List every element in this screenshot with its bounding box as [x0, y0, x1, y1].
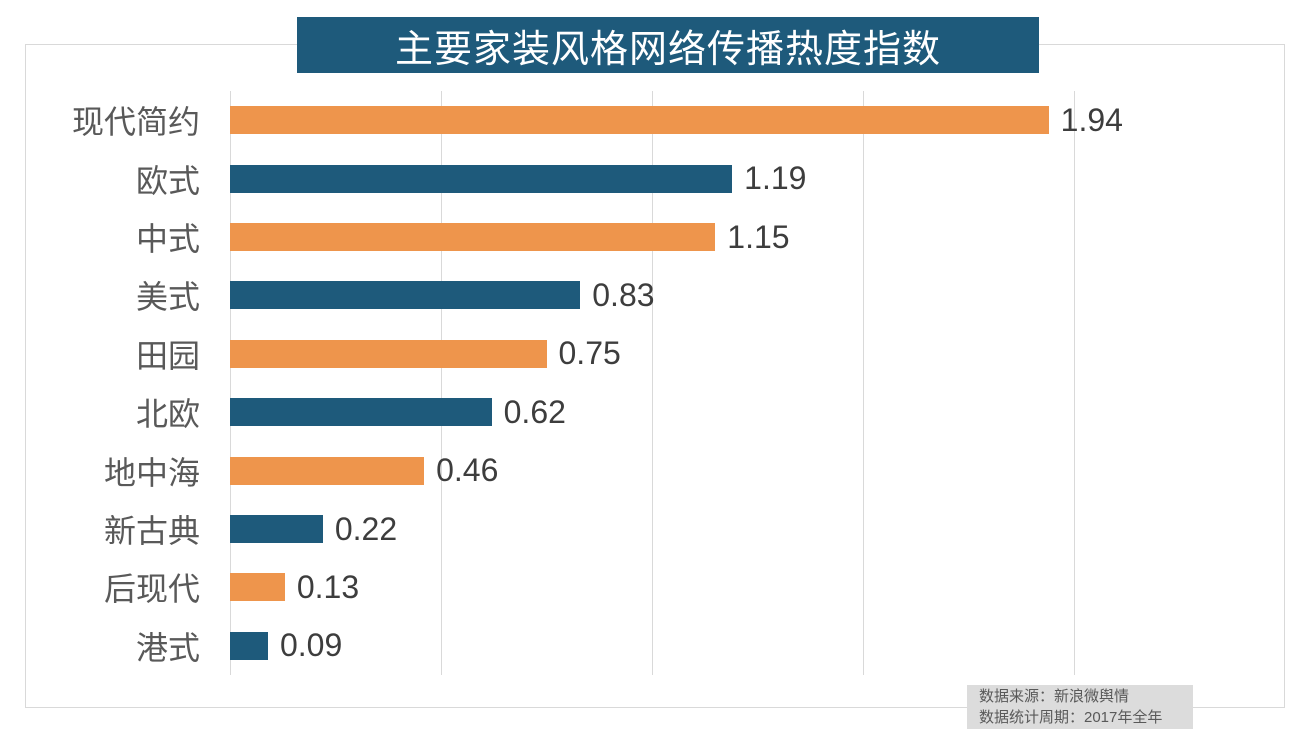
chart-row: 美式 0.83 — [25, 266, 1287, 324]
category-label: 现代简约 — [71, 104, 200, 141]
chart-row: 后现代 0.13 — [25, 558, 1287, 616]
bar-zone: 1.94 — [230, 102, 1285, 139]
gridline — [230, 91, 231, 675]
gridline — [1284, 91, 1285, 675]
value-label: 1.94 — [1060, 101, 1123, 138]
gridlines — [230, 91, 1285, 675]
data-source-note: 数据来源：新浪微舆情 数据统计周期：2017年全年 — [967, 685, 1193, 729]
data-period-line: 数据统计周期：2017年全年 — [979, 709, 1163, 726]
chart-row: 地中海 0.46 — [25, 441, 1287, 499]
chart-row: 新古典 0.22 — [25, 500, 1287, 558]
bar-zone: 0.09 — [230, 627, 1285, 664]
bar — [230, 398, 492, 427]
bar — [230, 164, 733, 193]
chart-row: 港式 0.09 — [25, 617, 1287, 675]
chart-title: 主要家装风格网络传播热度指数 — [394, 28, 941, 71]
bar-zone: 0.13 — [230, 569, 1285, 606]
bar — [230, 223, 716, 252]
category-label: 欧式 — [135, 162, 200, 199]
value-label: 0.22 — [334, 510, 398, 547]
value-label: 0.75 — [558, 335, 621, 372]
category-label: 后现代 — [103, 571, 200, 608]
bar-zone: 1.19 — [230, 160, 1285, 197]
value-label: 0.09 — [279, 627, 343, 664]
bar — [230, 515, 323, 544]
chart-row: 欧式 1.19 — [25, 149, 1287, 207]
bar — [230, 339, 547, 368]
bar-zone: 0.62 — [230, 394, 1285, 431]
chart-row: 中式 1.15 — [25, 208, 1287, 266]
bar — [230, 281, 581, 310]
bar — [230, 573, 285, 602]
chart-rows: 现代简约 1.94 欧式 1.19 中式 1.15 美式 0.83 田园 0.75 北欧 0.62 地中… — [25, 91, 1287, 675]
bar — [230, 456, 425, 485]
category-label: 田园 — [135, 337, 200, 374]
value-label: 1.15 — [727, 218, 790, 255]
category-label: 美式 — [135, 279, 200, 316]
gridline — [652, 91, 653, 675]
category-label: 地中海 — [103, 454, 200, 491]
chart-row: 现代简约 1.94 — [25, 91, 1287, 149]
value-label: 1.19 — [744, 160, 807, 197]
chart-title-bar: 主要家装风格网络传播热度指数 — [297, 17, 1039, 73]
value-label: 0.83 — [592, 276, 655, 313]
chart-row: 田园 0.75 — [25, 325, 1287, 383]
data-source-line: 数据来源：新浪微舆情 — [979, 688, 1130, 705]
bar-zone: 0.75 — [230, 335, 1285, 372]
bar-zone: 0.22 — [230, 511, 1285, 548]
value-label: 0.62 — [503, 393, 566, 430]
value-label: 0.13 — [296, 568, 360, 605]
bar — [230, 106, 1049, 135]
bar-zone: 1.15 — [230, 219, 1285, 256]
category-label: 中式 — [135, 221, 200, 258]
bar-zone: 0.83 — [230, 277, 1285, 314]
category-label: 港式 — [135, 629, 200, 666]
value-label: 0.46 — [436, 452, 499, 489]
bar — [230, 631, 268, 660]
chart-row: 北欧 0.62 — [25, 383, 1287, 441]
gridline — [1074, 91, 1075, 675]
bar-zone: 0.46 — [230, 452, 1285, 489]
category-label: 新古典 — [103, 513, 200, 550]
category-label: 北欧 — [135, 396, 200, 433]
gridline — [863, 91, 864, 675]
gridline — [441, 91, 442, 675]
